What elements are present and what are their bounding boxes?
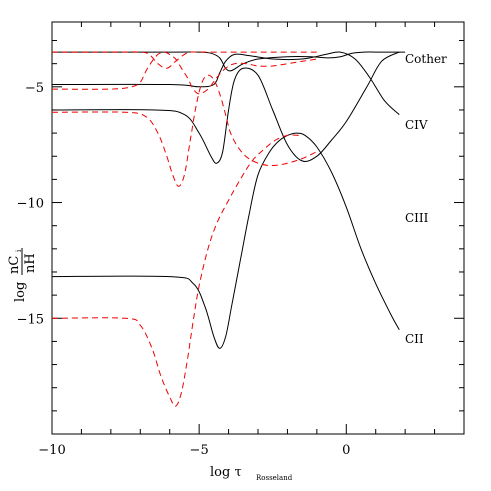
- series-label-cother: Cother: [405, 52, 447, 66]
- series-lines: [51, 51, 406, 407]
- x-axis-label-main: log τ: [210, 465, 242, 480]
- y-axis-label-numerator-sub: i: [15, 249, 23, 252]
- y-axis-label-denominator: nH: [23, 253, 38, 273]
- x-axis-label: log τ Rosseland: [210, 465, 293, 482]
- axis-ticks: [51, 22, 465, 435]
- series-label-civ: CIV: [405, 118, 428, 132]
- series-line-ciii: [51, 51, 400, 164]
- y-axis-label-numerator: nC: [7, 256, 22, 274]
- series-line-red-dashed-7: [51, 134, 300, 407]
- x-tick-label: −5: [190, 443, 209, 458]
- series-line-cii: [51, 132, 400, 349]
- tick-labels: −10 −5 0 −15 −10 −5: [17, 81, 351, 458]
- series-line-red-dashed-5: [51, 51, 317, 95]
- y-tick-label: −5: [25, 81, 44, 96]
- series-line-red-dashed-4: [52, 51, 317, 69]
- x-tick-label: −10: [38, 443, 65, 458]
- series-label-ciii: CIII: [405, 211, 429, 225]
- y-tick-label: −10: [17, 197, 44, 212]
- y-axis-label-log: log: [13, 282, 28, 302]
- series-line-civ: [51, 51, 400, 115]
- series-line-cother: [52, 51, 406, 72]
- plot-frame: [51, 21, 465, 435]
- y-axis-label: log nC i nH: [7, 248, 38, 302]
- x-axis-label-sub: Rosseland: [256, 474, 293, 482]
- series-label-cii: CII: [405, 332, 424, 346]
- series-line-red-dashed-6: [51, 74, 318, 187]
- y-tick-label: −15: [17, 312, 44, 327]
- x-tick-label: 0: [342, 443, 350, 458]
